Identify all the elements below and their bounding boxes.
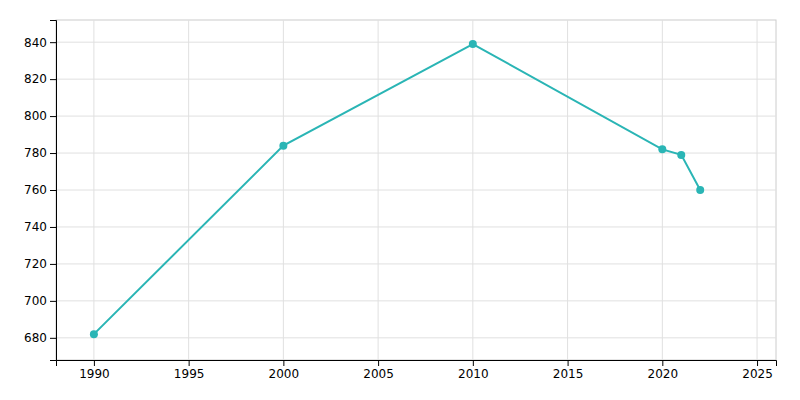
tick-label: 2000 <box>269 367 300 381</box>
grid-line-y <box>56 226 776 227</box>
grid-line-y <box>56 190 776 191</box>
point <box>279 142 287 150</box>
grid-line-y <box>56 153 776 154</box>
tick: 1995 <box>174 360 205 381</box>
tick-label: 680 <box>24 331 47 345</box>
y-axis: 680 700 720 740 760 780 800 820 840 <box>24 21 56 361</box>
axis-line <box>57 361 777 367</box>
tick-mark <box>189 360 190 366</box>
tick-mark <box>50 264 56 265</box>
axis-line <box>50 21 57 361</box>
point <box>677 151 685 159</box>
tick-mark <box>50 116 56 117</box>
tick-mark <box>283 360 284 366</box>
tick: 680 <box>24 331 56 345</box>
point <box>658 145 666 153</box>
tick-mark <box>50 227 56 228</box>
tick: 720 <box>24 257 56 271</box>
tick-label: 2025 <box>742 367 773 381</box>
tick-label: 740 <box>24 220 47 234</box>
tick-mark <box>94 360 95 366</box>
tick: 780 <box>24 146 56 160</box>
grid <box>56 20 776 360</box>
tick: 2005 <box>363 360 394 381</box>
tick: 740 <box>24 220 56 234</box>
point <box>90 330 98 338</box>
tick-label: 2010 <box>458 367 489 381</box>
tick: 700 <box>24 294 56 308</box>
tick-mark <box>50 190 56 191</box>
tick-mark <box>757 360 758 366</box>
tick-mark <box>568 360 569 366</box>
tick-label: 840 <box>24 36 47 50</box>
tick: 2000 <box>269 360 300 381</box>
line <box>94 44 700 334</box>
tick-label: 1995 <box>174 367 205 381</box>
tick: 1990 <box>79 360 110 381</box>
tick: 760 <box>24 183 56 197</box>
point <box>469 40 477 48</box>
tick-mark <box>50 79 56 80</box>
x-axis: 1990 1995 2000 2005 2010 2015 2020 2025 <box>57 360 777 381</box>
tick-label: 780 <box>24 146 47 160</box>
tick: 800 <box>24 109 56 123</box>
tick-label: 700 <box>24 294 47 308</box>
grid-line-y <box>56 337 776 338</box>
tick-mark <box>50 338 56 339</box>
tick-mark <box>50 301 56 302</box>
plot: 1990 1995 2000 2005 2010 2015 2020 2025 680 700 72… <box>24 20 776 381</box>
tick-mark <box>50 42 56 43</box>
tick-mark <box>378 360 379 366</box>
tick-label: 2020 <box>648 367 679 381</box>
tick-label: 2015 <box>553 367 584 381</box>
tick: 840 <box>24 36 56 50</box>
tick-label: 2005 <box>363 367 394 381</box>
marks <box>90 40 704 338</box>
tick: 820 <box>24 72 56 86</box>
tick-label: 720 <box>24 257 47 271</box>
tick: 2025 <box>742 360 773 381</box>
point <box>696 186 704 194</box>
tick-mark <box>50 153 56 154</box>
tick-label: 1990 <box>79 367 110 381</box>
tick: 2020 <box>648 360 679 381</box>
tick-label: 760 <box>24 183 47 197</box>
tick: 2010 <box>458 360 489 381</box>
grid-line-y <box>56 300 776 301</box>
tick-label: 820 <box>24 72 47 86</box>
plot-frame <box>56 20 776 360</box>
tick-mark <box>473 360 474 366</box>
chart: 1990 1995 2000 2005 2010 2015 2020 2025 680 700 72… <box>0 0 800 400</box>
tick: 2015 <box>553 360 584 381</box>
tick-mark <box>662 360 663 366</box>
tick-label: 800 <box>24 109 47 123</box>
grid-line-y <box>56 79 776 80</box>
grid-line-y <box>56 116 776 117</box>
grid-line-y <box>56 42 776 43</box>
